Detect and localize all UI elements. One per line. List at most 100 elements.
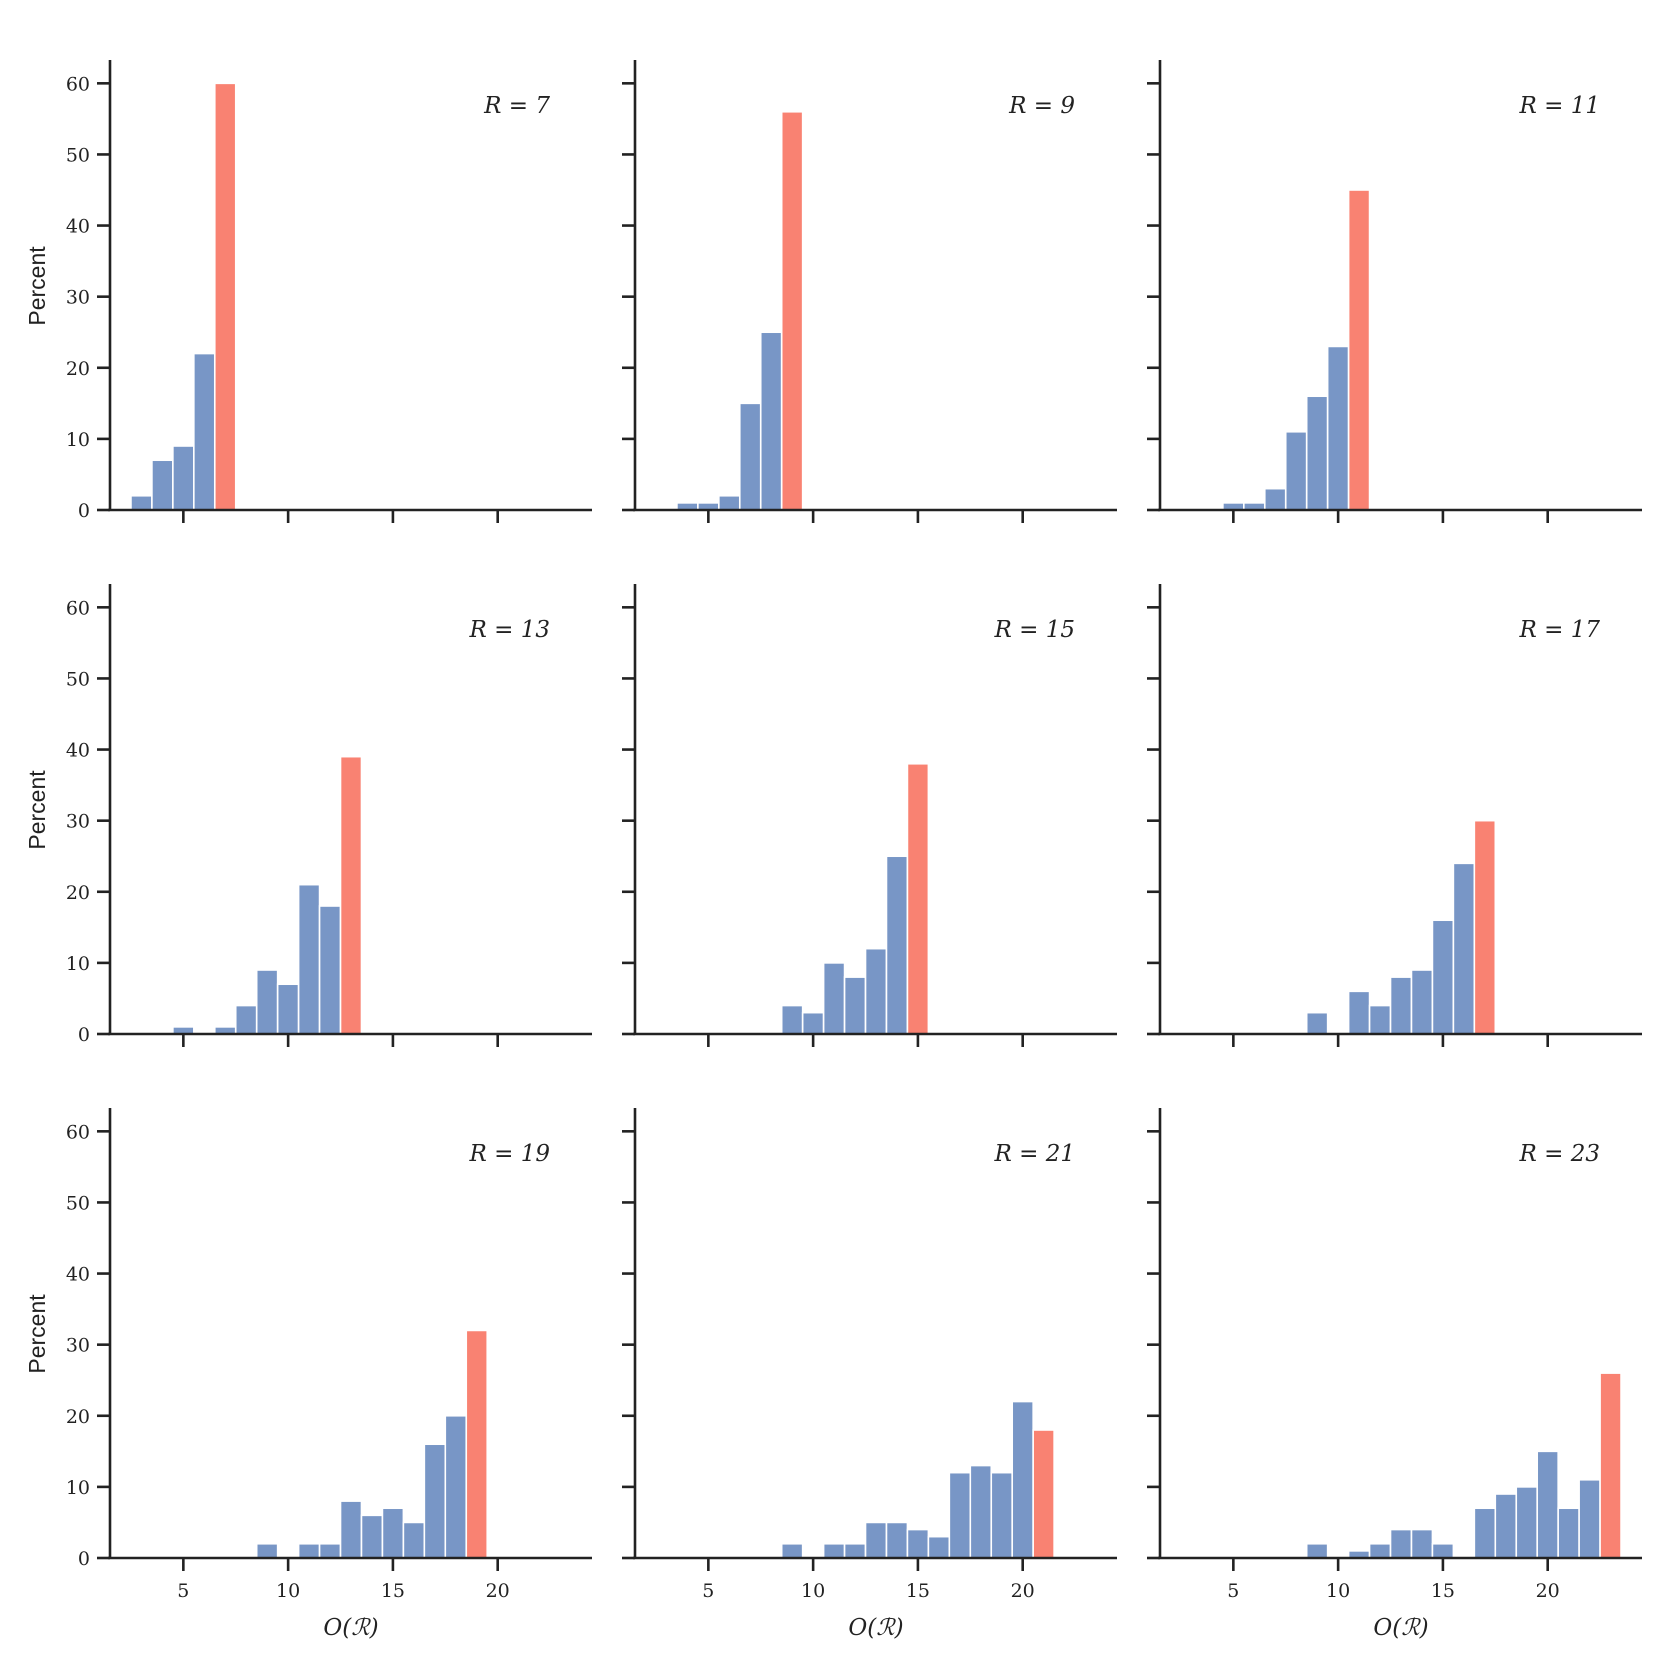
- bar: [234, 1004, 258, 1035]
- bar: [360, 1514, 384, 1559]
- panel-r-13: 0 10 20 30 40 50 60 R = 13 Percent: [24, 584, 592, 1047]
- y-tick-label: 60: [66, 597, 90, 619]
- x-tick-label: 20: [486, 1580, 510, 1602]
- panel-title: R = 9: [1008, 93, 1075, 119]
- bar: [1494, 1493, 1518, 1559]
- bar: [1011, 1400, 1034, 1559]
- bar: [885, 855, 909, 1035]
- bar: [255, 969, 279, 1035]
- panel-r-19: 0 10 20 30 40 50 60 5 10 15 20 R = 19 Percent O(ℛ): [24, 1108, 592, 1641]
- y-tick-label: 30: [66, 287, 90, 309]
- y-tick-label: 20: [66, 882, 90, 904]
- bar: [402, 1521, 426, 1559]
- bar: [1473, 819, 1497, 1035]
- bar: [1452, 862, 1476, 1035]
- bar: [948, 1471, 972, 1559]
- x-tick-label: 20: [1011, 1580, 1035, 1602]
- bar: [1284, 430, 1308, 511]
- bar: [213, 82, 237, 511]
- panel-title: R = 11: [1519, 93, 1600, 119]
- bar: [906, 762, 930, 1035]
- y-tick-label: 40: [66, 1264, 90, 1286]
- y-tick-label: 10: [66, 429, 90, 451]
- x-tick-label: 5: [1227, 1580, 1239, 1602]
- y-tick-label: 20: [66, 358, 90, 380]
- bar: [193, 352, 216, 511]
- bar: [339, 1500, 363, 1559]
- bar: [990, 1471, 1014, 1559]
- bar: [276, 983, 300, 1035]
- y-tick-label: 50: [66, 144, 90, 166]
- y-tick-label: 0: [78, 500, 90, 522]
- x-tick-label: 10: [1326, 1580, 1350, 1602]
- panel-r-21: 5 10 15 20 R = 21 O(ℛ): [622, 1108, 1117, 1641]
- bar: [1263, 487, 1287, 511]
- bar: [1557, 1507, 1580, 1559]
- bar: [843, 976, 867, 1035]
- bar: [780, 1542, 804, 1559]
- y-tick-label: 60: [66, 73, 90, 95]
- bar: [1032, 1429, 1055, 1559]
- bar: [339, 755, 363, 1035]
- panel-r-7: 0 10 20 30 40 50 60 R = 7 Percent: [24, 60, 592, 523]
- bar: [444, 1414, 468, 1559]
- bar: [1431, 1542, 1455, 1559]
- y-tick-label: 30: [66, 1335, 90, 1357]
- bar: [1389, 976, 1413, 1035]
- x-tick-label: 15: [906, 1580, 930, 1602]
- bar: [1515, 1486, 1539, 1559]
- bar: [1368, 1004, 1392, 1035]
- y-tick-label: 0: [78, 1024, 90, 1046]
- bar: [1599, 1372, 1622, 1559]
- bar: [843, 1542, 867, 1559]
- panel-title: R = 15: [994, 617, 1075, 643]
- panel-title: R = 17: [1519, 617, 1601, 643]
- x-tick-label: 5: [702, 1580, 714, 1602]
- x-tick-label: 20: [1536, 1580, 1560, 1602]
- x-tick-label: 10: [801, 1580, 825, 1602]
- panel-title: R = 21: [994, 1141, 1075, 1167]
- x-tick-label: 10: [276, 1580, 300, 1602]
- y-tick-label: 60: [66, 1121, 90, 1143]
- bar: [1473, 1507, 1497, 1559]
- x-tick-label: 5: [177, 1580, 189, 1602]
- bar: [1326, 345, 1350, 511]
- bar: [1536, 1450, 1559, 1559]
- y-axis-label: Percent: [24, 770, 50, 850]
- bar: [297, 883, 321, 1035]
- bar: [1578, 1478, 1601, 1559]
- bar: [1368, 1542, 1392, 1559]
- bar: [1347, 189, 1371, 511]
- panel-r-15: R = 15: [622, 584, 1117, 1047]
- bar: [927, 1535, 951, 1559]
- bar: [885, 1521, 909, 1559]
- panel-title: R = 19: [469, 1141, 550, 1167]
- y-tick-label: 40: [66, 216, 90, 238]
- bar: [906, 1528, 930, 1559]
- x-axis-label: O(ℛ): [323, 1615, 378, 1641]
- y-tick-label: 30: [66, 811, 90, 833]
- x-tick-label: 15: [381, 1580, 405, 1602]
- bar: [1347, 990, 1371, 1035]
- bar: [1389, 1528, 1413, 1559]
- panel-title: R = 23: [1519, 1141, 1600, 1167]
- bar: [822, 962, 846, 1035]
- bar: [255, 1542, 279, 1559]
- bar: [423, 1443, 447, 1559]
- y-tick-label: 10: [66, 953, 90, 975]
- bar: [759, 331, 783, 511]
- bar: [1305, 1542, 1329, 1559]
- bar: [318, 905, 342, 1035]
- y-tick-label: 0: [78, 1548, 90, 1570]
- bar: [780, 1004, 804, 1035]
- y-tick-label: 50: [66, 1192, 90, 1214]
- y-tick-label: 10: [66, 1477, 90, 1499]
- panel-title: R = 13: [469, 617, 550, 643]
- bar: [969, 1464, 993, 1559]
- bar: [318, 1542, 342, 1559]
- bar: [381, 1507, 405, 1559]
- panel-r-17: R = 17: [1147, 584, 1642, 1047]
- bar: [465, 1329, 489, 1559]
- bar: [1410, 969, 1434, 1035]
